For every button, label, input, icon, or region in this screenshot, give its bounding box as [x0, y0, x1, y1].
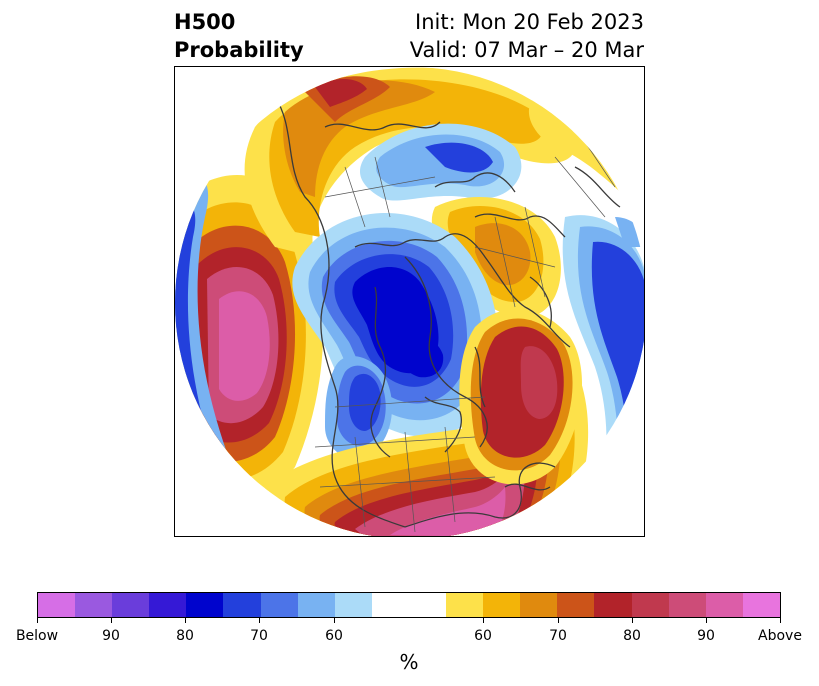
colorbar-above-1 — [446, 593, 484, 617]
atlantic-ridge-east — [459, 308, 582, 485]
title-variable: H500 — [174, 10, 236, 34]
colorbar-unit-label: % — [399, 650, 419, 674]
probability-colorbar — [37, 592, 781, 618]
coastlines — [274, 96, 621, 528]
colorbar-above-6 — [631, 593, 669, 617]
borders — [314, 126, 616, 533]
polar-map — [174, 66, 645, 537]
colorbar-below-3 — [112, 593, 150, 617]
probability-map-svg — [175, 67, 644, 536]
colorbar-tickmark — [334, 618, 335, 623]
init-date: Init: Mon 20 Feb 2023 — [415, 10, 644, 34]
colorbar-tick-label: 60 — [325, 628, 343, 644]
colorbar-tick-label: 70 — [549, 628, 567, 644]
colorbar-tick-label: Below — [15, 628, 59, 644]
colorbar-tickmark — [483, 618, 484, 623]
colorbar-tickmark — [111, 618, 112, 623]
colorbar-tick-label: 80 — [176, 628, 194, 644]
colorbar-below-2 — [75, 593, 113, 617]
us-ridge — [265, 367, 589, 536]
atlantic-ridge — [244, 67, 576, 257]
colorbar-tick-label: 60 — [474, 628, 492, 644]
colorbar-below-4 — [149, 593, 187, 617]
colorbar-tickmark — [706, 618, 707, 623]
colorbar-tick-label: 90 — [102, 628, 120, 644]
colorbar-above-9 — [742, 593, 780, 617]
arctic-trough-north — [360, 123, 522, 201]
colorbar-tick-label: 90 — [697, 628, 715, 644]
colorbar-below-9 — [334, 593, 372, 617]
colorbar-tickmark — [37, 618, 38, 623]
map-title: H500 Probability — [174, 8, 304, 64]
colorbar-below-6 — [223, 593, 261, 617]
colorbar-tick-label: 80 — [623, 628, 641, 644]
colorbar-tickmark — [259, 618, 260, 623]
colorbar-above-5 — [594, 593, 632, 617]
colorbar-tickmark — [632, 618, 633, 623]
map-dates: Init: Mon 20 Feb 2023 Valid: 07 Mar – 20… — [410, 8, 644, 64]
colorbar-below-8 — [297, 593, 335, 617]
colorbar-tickmark — [780, 618, 781, 623]
colorbar-below-7 — [260, 593, 298, 617]
colorbar-tickmark — [558, 618, 559, 623]
colorbar-below-5 — [186, 593, 224, 617]
title-product: Probability — [174, 38, 304, 62]
colorbar-above-3 — [520, 593, 558, 617]
colorbar-above-2 — [483, 593, 521, 617]
colorbar-tick-label: 70 — [250, 628, 268, 644]
colorbar-below-1 — [38, 593, 76, 617]
colorbar-tickmark — [185, 618, 186, 623]
colorbar-above-8 — [705, 593, 743, 617]
canada-trough — [325, 356, 393, 459]
colorbar-tick-label: Above — [758, 628, 802, 644]
colorbar-above-7 — [668, 593, 706, 617]
valid-dates: Valid: 07 Mar – 20 Mar — [409, 38, 644, 62]
colorbar-above-4 — [557, 593, 595, 617]
colorbar-neutral — [371, 593, 447, 617]
